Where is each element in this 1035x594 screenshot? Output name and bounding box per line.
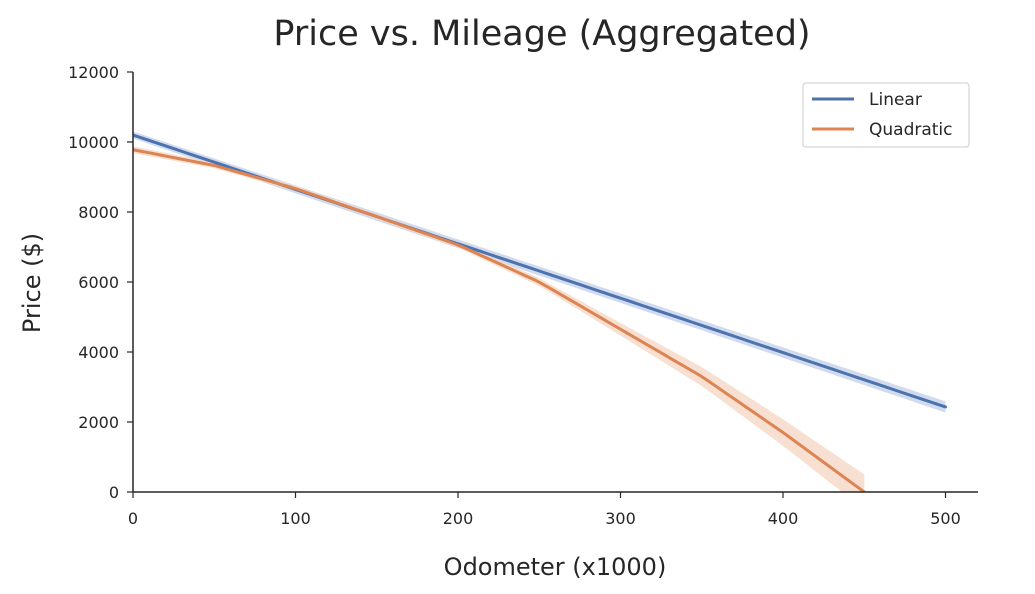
x-tick-label: 200 (443, 509, 474, 528)
quadratic-line (133, 148, 866, 492)
y-tick-label: 8000 (78, 203, 119, 222)
y-tick-label: 0 (109, 483, 119, 502)
y-tick-label: 10000 (68, 133, 119, 152)
series-lines (133, 133, 947, 492)
x-tick-label: 100 (280, 509, 311, 528)
quadratic-confidence-band (133, 146, 865, 492)
y-tick-label: 6000 (78, 273, 119, 292)
x-axis-title: Odometer (x1000) (444, 553, 667, 581)
chart-title: Price vs. Mileage (Aggregated) (273, 14, 810, 54)
legend-label-quadratic: Quadratic (869, 120, 953, 140)
x-tick-label: 400 (768, 509, 799, 528)
y-axis-title: Price ($) (18, 233, 46, 333)
y-tick-label: 2000 (78, 413, 119, 432)
x-tick-label: 0 (128, 509, 138, 528)
y-tick-label: 12000 (68, 63, 119, 82)
confidence-bands (133, 131, 946, 492)
x-tick-label: 300 (605, 509, 636, 528)
x-tick-label: 500 (930, 509, 961, 528)
y-tick-label: 4000 (78, 343, 119, 362)
legend: Linear Quadratic (802, 82, 970, 148)
legend-label-linear: Linear (869, 90, 922, 110)
ticks: 0 100 200 300 400 500 0 2000 4000 6000 8000 10000 12… (68, 63, 961, 528)
